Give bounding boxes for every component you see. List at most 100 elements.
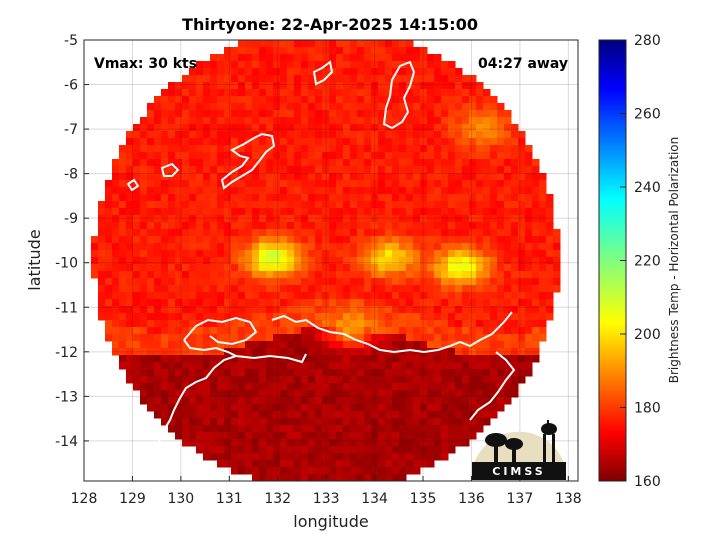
- swath-cell: [329, 159, 337, 167]
- swath-cell: [406, 47, 414, 55]
- swath-cell: [385, 383, 393, 391]
- swath-cell: [364, 187, 372, 195]
- swath-cell: [448, 292, 456, 300]
- swath-cell: [119, 327, 127, 335]
- swath-cell: [182, 243, 190, 251]
- swath-cell: [553, 278, 561, 286]
- swath-cell: [329, 215, 337, 223]
- swath-cell: [329, 208, 337, 216]
- swath-cell: [420, 222, 428, 230]
- swath-cell: [406, 222, 414, 230]
- swath-cell: [238, 383, 246, 391]
- swath-cell: [497, 306, 505, 314]
- swath-cell: [259, 404, 267, 412]
- swath-cell: [154, 229, 162, 237]
- swath-cell: [476, 215, 484, 223]
- swath-cell: [308, 61, 316, 69]
- swath-cell: [371, 166, 379, 174]
- swath-cell: [385, 159, 393, 167]
- swath-cell: [147, 250, 155, 258]
- swath-cell: [462, 103, 470, 111]
- swath-cell: [189, 68, 197, 76]
- swath-cell: [231, 96, 239, 104]
- swath-cell: [357, 327, 365, 335]
- swath-cell: [252, 467, 260, 475]
- swath-cell: [350, 68, 358, 76]
- swath-cell: [252, 215, 260, 223]
- swath-cell: [112, 180, 120, 188]
- swath-cell: [511, 292, 519, 300]
- swath-cell: [224, 243, 232, 251]
- swath-cell: [385, 208, 393, 216]
- swath-cell: [378, 453, 386, 461]
- swath-cell: [490, 355, 498, 363]
- swath-cell: [392, 404, 400, 412]
- swath-cell: [231, 425, 239, 433]
- swath-cell: [231, 250, 239, 258]
- swath-cell: [322, 236, 330, 244]
- swath-cell: [441, 327, 449, 335]
- swath-cell: [525, 243, 533, 251]
- swath-cell: [539, 271, 547, 279]
- swath-cell: [455, 411, 463, 419]
- swath-cell: [231, 453, 239, 461]
- swath-cell: [385, 145, 393, 153]
- swath-cell: [413, 243, 421, 251]
- swath-cell: [133, 320, 141, 328]
- swath-cell: [231, 439, 239, 447]
- swath-cell: [413, 194, 421, 202]
- swath-cell: [518, 187, 526, 195]
- swath-cell: [399, 474, 407, 481]
- swath-cell: [511, 313, 519, 321]
- swath-cell: [350, 348, 358, 356]
- swath-cell: [273, 383, 281, 391]
- swath-cell: [329, 474, 337, 481]
- swath-cell: [490, 173, 498, 181]
- swath-cell: [217, 138, 225, 146]
- swath-cell: [126, 250, 134, 258]
- swath-cell: [378, 299, 386, 307]
- swath-cell: [511, 369, 519, 377]
- swath-cell: [455, 362, 463, 370]
- swath-cell: [399, 285, 407, 293]
- swath-cell: [294, 467, 302, 475]
- swath-cell: [294, 278, 302, 286]
- swath-cell: [252, 250, 260, 258]
- swath-cell: [532, 285, 540, 293]
- swath-cell: [301, 215, 309, 223]
- swath-cell: [399, 152, 407, 160]
- swath-cell: [406, 334, 414, 342]
- swath-cell: [399, 68, 407, 76]
- swath-cell: [322, 425, 330, 433]
- swath-cell: [399, 201, 407, 209]
- swath-cell: [350, 474, 358, 481]
- swath-cell: [483, 397, 491, 405]
- swath-cell: [420, 453, 428, 461]
- swath-cell: [287, 348, 295, 356]
- swath-cell: [462, 124, 470, 132]
- swath-cell: [399, 173, 407, 181]
- swath-cell: [406, 138, 414, 146]
- swath-cell: [350, 159, 358, 167]
- swath-cell: [273, 68, 281, 76]
- swath-cell: [133, 306, 141, 314]
- swath-cell: [490, 278, 498, 286]
- swath-cell: [231, 271, 239, 279]
- swath-cell: [210, 75, 218, 83]
- swath-cell: [147, 355, 155, 363]
- swath-cell: [175, 292, 183, 300]
- swath-cell: [315, 271, 323, 279]
- swath-cell: [371, 439, 379, 447]
- swath-cell: [245, 173, 253, 181]
- swath-cell: [385, 432, 393, 440]
- swath-cell: [476, 138, 484, 146]
- swath-cell: [336, 96, 344, 104]
- swath-cell: [357, 68, 365, 76]
- swath-cell: [182, 264, 190, 272]
- swath-cell: [385, 68, 393, 76]
- swath-cell: [343, 383, 351, 391]
- swath-cell: [364, 250, 372, 258]
- swath-cell: [217, 61, 225, 69]
- swath-cell: [469, 355, 477, 363]
- swath-cell: [532, 320, 540, 328]
